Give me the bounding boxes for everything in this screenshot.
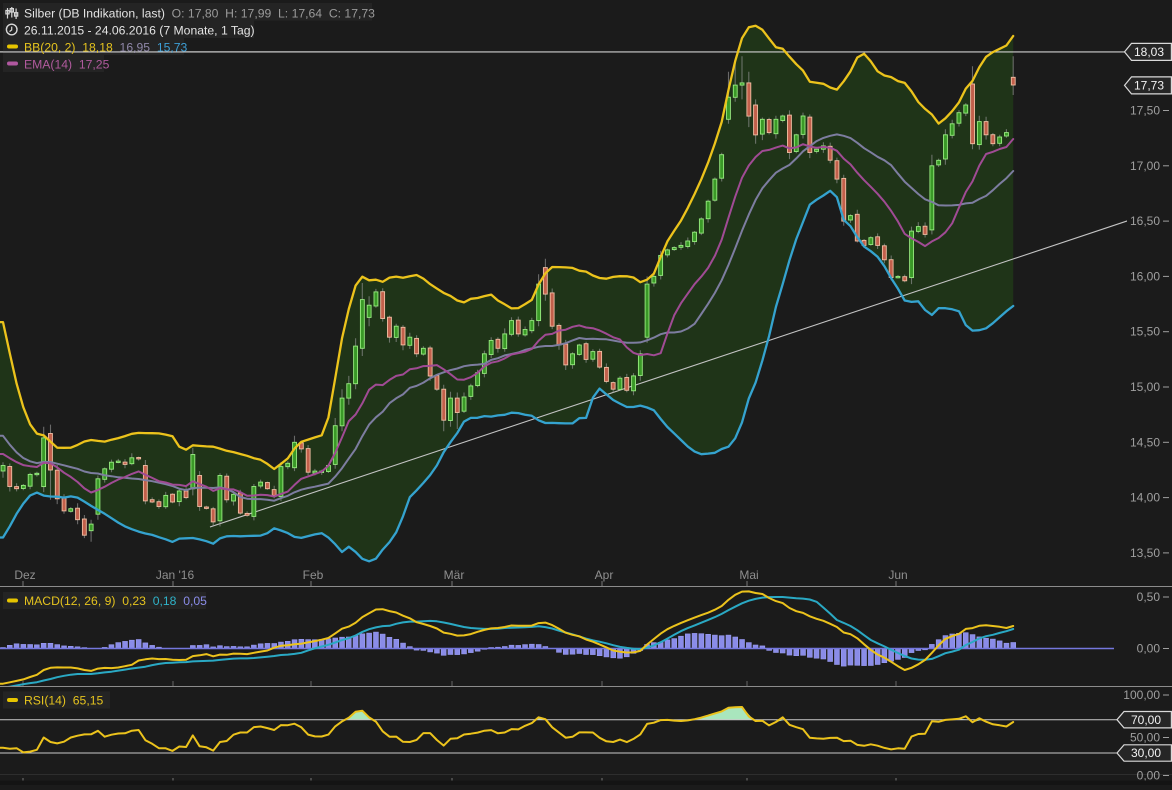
svg-text:50,00: 50,00	[1130, 731, 1160, 745]
svg-text:17,73: 17,73	[1134, 79, 1164, 93]
svg-text:MACD(12, 26, 9) 0,23 0,18 0: MACD(12, 26, 9) 0,23 0,18 0,05	[24, 594, 207, 608]
svg-text:15,00: 15,00	[1130, 380, 1160, 394]
svg-text:100,00: 100,00	[1123, 688, 1160, 702]
svg-text:EMA(14) 17,25: EMA(14) 17,25	[24, 57, 110, 71]
svg-text:14,50: 14,50	[1130, 435, 1160, 449]
svg-text:18,03: 18,03	[1134, 45, 1164, 59]
svg-text:Silber (DB Indikation, last): Silber (DB Indikation, last) O: 17,80 H:…	[24, 6, 375, 20]
svg-text:Feb: Feb	[303, 568, 324, 582]
svg-text:14,00: 14,00	[1130, 491, 1160, 505]
svg-text:26.11.2015 - 24.06.2016 (7 Mon: 26.11.2015 - 24.06.2016 (7 Monate, 1 Tag…	[24, 23, 255, 37]
svg-text:RSI(14) 65,15: RSI(14) 65,15	[24, 694, 103, 708]
svg-text:16,50: 16,50	[1130, 214, 1160, 228]
svg-text:70,00: 70,00	[1131, 713, 1161, 727]
svg-text:0,00: 0,00	[1137, 769, 1161, 783]
svg-text:Apr: Apr	[595, 568, 614, 582]
svg-text:Jan '16: Jan '16	[156, 568, 195, 582]
svg-text:Mai: Mai	[739, 568, 758, 582]
svg-text:16,00: 16,00	[1130, 269, 1160, 283]
svg-text:Jun: Jun	[888, 568, 907, 582]
svg-text:0,50: 0,50	[1137, 590, 1161, 604]
svg-text:0,00: 0,00	[1137, 642, 1161, 656]
svg-text:Mär: Mär	[444, 568, 465, 582]
svg-text:15,50: 15,50	[1130, 325, 1160, 339]
svg-text:17,50: 17,50	[1130, 104, 1160, 118]
svg-text:Dez: Dez	[14, 568, 35, 582]
svg-text:13,50: 13,50	[1130, 546, 1160, 560]
svg-text:17,00: 17,00	[1130, 159, 1160, 173]
svg-text:BB(20, 2) 18,18 16,95 15,73: BB(20, 2) 18,18 16,95 15,73	[24, 40, 188, 54]
svg-text:30,00: 30,00	[1131, 746, 1161, 760]
